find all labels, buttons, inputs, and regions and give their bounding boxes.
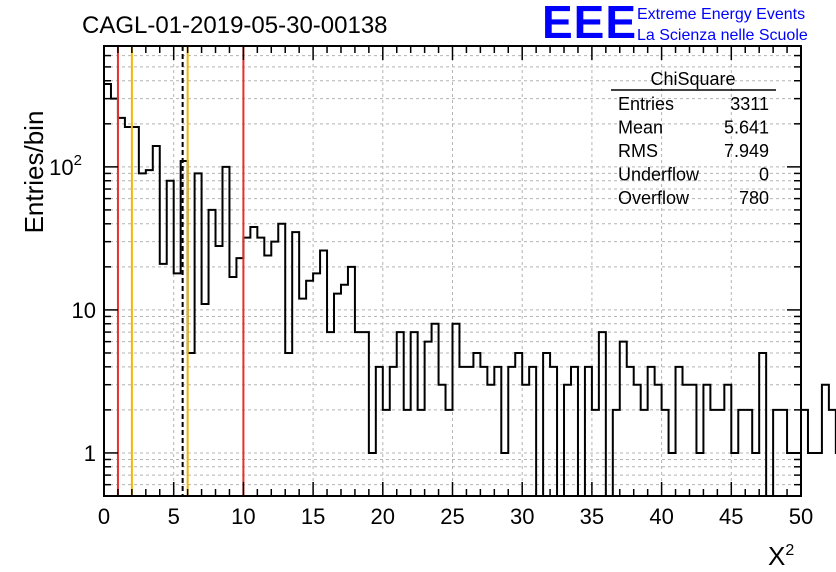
histogram-bin xyxy=(822,385,829,496)
chart-title: CAGL-01-2019-05-30-00138 xyxy=(82,12,388,39)
y-tick-label: 102 xyxy=(49,152,82,180)
histogram-bin xyxy=(759,353,766,496)
stats-row-value: 5.641 xyxy=(724,118,769,138)
histogram-bin xyxy=(620,342,627,496)
stats-row-label: Underflow xyxy=(618,165,700,185)
histogram-bin xyxy=(801,410,808,496)
histogram-bin xyxy=(292,232,299,496)
stats-row-value: 0 xyxy=(759,165,769,185)
histogram-bin xyxy=(515,353,522,496)
histogram-bin xyxy=(683,385,690,496)
histogram-bin xyxy=(355,332,362,496)
histogram-bin xyxy=(648,367,655,496)
histogram-bin xyxy=(390,367,397,496)
histogram-bin xyxy=(118,118,125,496)
histogram-bin xyxy=(139,173,146,496)
stats-row-label: Mean xyxy=(618,118,663,138)
histogram-bin xyxy=(676,367,683,496)
histogram-bin xyxy=(487,385,494,496)
x-tick-label: 5 xyxy=(168,504,180,529)
eee-logo: EEE xyxy=(542,0,637,48)
histogram-bin xyxy=(425,342,432,496)
x-tick-label: 30 xyxy=(510,504,534,529)
histogram-bin xyxy=(466,367,473,496)
histogram-bin xyxy=(508,367,515,496)
histogram-bin xyxy=(585,367,592,496)
histogram-bin xyxy=(522,385,529,496)
histogram-bin xyxy=(222,167,229,496)
y-axis-label: Entries/bin xyxy=(19,111,49,234)
stats-row-label: Entries xyxy=(618,94,674,114)
histogram-bin xyxy=(571,367,578,496)
histogram-bin xyxy=(564,385,571,496)
histogram-bin xyxy=(459,367,466,496)
histogram-bin xyxy=(627,367,634,496)
histogram-bin xyxy=(808,453,815,496)
histogram-bin xyxy=(634,385,641,496)
histogram-bin xyxy=(216,246,223,496)
histogram-bin xyxy=(815,453,822,496)
histogram-bin xyxy=(188,353,195,496)
histogram-bin xyxy=(278,224,285,496)
x-axis-label: X2 xyxy=(768,541,794,571)
x-tick-label: 45 xyxy=(719,504,743,529)
histogram-bin xyxy=(271,242,278,496)
y-tick-label: 10 xyxy=(72,298,96,323)
histogram-bin xyxy=(543,353,550,496)
histogram-bin xyxy=(376,367,383,496)
histogram-bin xyxy=(480,367,487,496)
histogram-bin xyxy=(306,281,313,496)
histogram-bin xyxy=(348,267,355,496)
histogram-bin xyxy=(111,99,118,496)
histogram-bin xyxy=(167,181,174,496)
stats-box-title: ChiSquare xyxy=(650,69,735,89)
histogram-bin xyxy=(285,353,292,496)
histogram-bin xyxy=(655,385,662,496)
stats-row-value: 3311 xyxy=(730,94,769,114)
marker-lines xyxy=(116,46,245,496)
histogram-bin xyxy=(327,332,334,496)
histogram-bin xyxy=(104,84,111,496)
histogram-bin xyxy=(160,264,167,496)
x-tick-label: 20 xyxy=(371,504,395,529)
histogram-bin xyxy=(125,127,132,496)
histogram-bin xyxy=(195,173,202,496)
histogram-bin xyxy=(473,353,480,496)
x-tick-label: 50 xyxy=(789,504,813,529)
histogram-bin xyxy=(703,385,710,496)
histogram-bin xyxy=(397,332,404,496)
x-tick-label: 0 xyxy=(98,504,110,529)
histogram-bin xyxy=(529,367,536,496)
histogram-bin xyxy=(494,367,501,496)
histogram-bin xyxy=(146,170,153,496)
histogram-bin xyxy=(829,410,836,496)
histogram-bin xyxy=(689,385,696,496)
x-tick-label: 35 xyxy=(580,504,604,529)
stats-row-label: Overflow xyxy=(618,188,690,208)
histogram-bin xyxy=(599,332,606,496)
logo-line-2: La Scienza nelle Scuole xyxy=(637,27,808,44)
histogram-bin xyxy=(724,385,731,496)
histogram-bin xyxy=(439,385,446,496)
stats-row-value: 7.949 xyxy=(724,141,769,161)
histogram-bin xyxy=(236,258,243,496)
logo-line-1: Extreme Energy Events xyxy=(637,6,805,23)
stats-box: ChiSquare Entries 3311 Mean 5.641 RMS 7.949 Un… xyxy=(611,69,776,208)
x-tick-label: 25 xyxy=(440,504,464,529)
x-tick-label: 10 xyxy=(231,504,255,529)
histogram-bin xyxy=(132,127,139,496)
histogram-bin xyxy=(550,367,557,496)
histogram-bin xyxy=(362,332,369,496)
x-tick-label: 40 xyxy=(649,504,673,529)
axis-ticks: 0 5 10 15 20 25 30 35 40 45 50 1 10 102 xyxy=(49,45,813,529)
stats-row-value: 780 xyxy=(739,188,769,208)
y-tick-label: 1 xyxy=(84,441,96,466)
histogram-bin xyxy=(411,332,418,496)
x-tick-label: 15 xyxy=(301,504,325,529)
stats-row-label: RMS xyxy=(618,141,658,161)
